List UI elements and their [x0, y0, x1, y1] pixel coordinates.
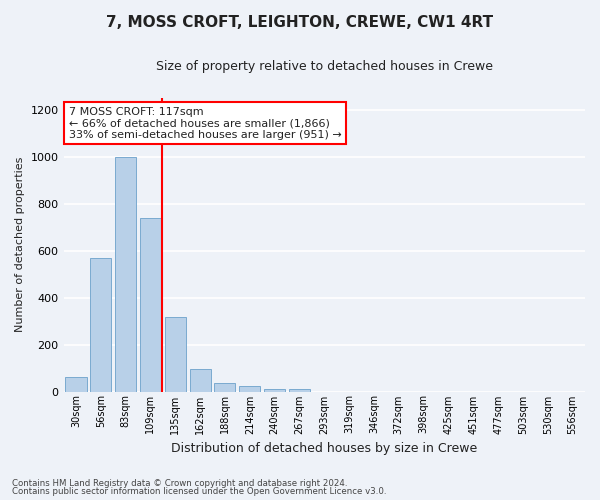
Title: Size of property relative to detached houses in Crewe: Size of property relative to detached ho… — [156, 60, 493, 73]
Bar — [90, 258, 112, 392]
Text: Contains HM Land Registry data © Crown copyright and database right 2024.: Contains HM Land Registry data © Crown c… — [12, 478, 347, 488]
Bar — [239, 386, 260, 392]
Bar — [115, 156, 136, 392]
Bar — [165, 318, 186, 392]
Y-axis label: Number of detached properties: Number of detached properties — [15, 157, 25, 332]
Text: 7 MOSS CROFT: 117sqm
← 66% of detached houses are smaller (1,866)
33% of semi-de: 7 MOSS CROFT: 117sqm ← 66% of detached h… — [69, 106, 341, 140]
Text: 7, MOSS CROFT, LEIGHTON, CREWE, CW1 4RT: 7, MOSS CROFT, LEIGHTON, CREWE, CW1 4RT — [106, 15, 494, 30]
X-axis label: Distribution of detached houses by size in Crewe: Distribution of detached houses by size … — [171, 442, 478, 455]
Bar — [140, 218, 161, 392]
Bar — [65, 378, 86, 392]
Text: Contains public sector information licensed under the Open Government Licence v3: Contains public sector information licen… — [12, 487, 386, 496]
Bar — [190, 369, 211, 392]
Bar — [264, 388, 285, 392]
Bar — [289, 389, 310, 392]
Bar — [214, 384, 235, 392]
